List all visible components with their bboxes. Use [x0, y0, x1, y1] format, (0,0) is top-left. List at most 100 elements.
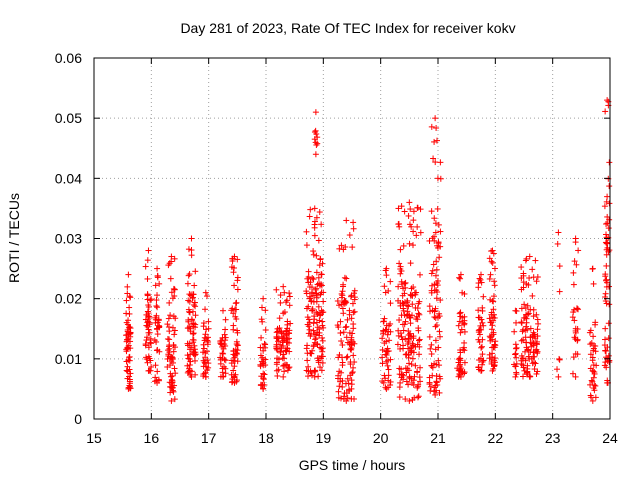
data-point — [339, 383, 346, 390]
data-point — [231, 354, 238, 361]
data-point — [343, 217, 350, 224]
data-point — [411, 373, 418, 380]
data-point — [260, 370, 267, 377]
data-point — [396, 371, 403, 378]
data-point — [219, 350, 226, 357]
data-point — [556, 356, 563, 363]
data-point — [351, 340, 358, 347]
data-point — [379, 346, 386, 353]
data-point — [191, 342, 198, 349]
data-point — [519, 373, 526, 380]
data-point — [305, 373, 312, 380]
data-point — [433, 137, 440, 144]
data-point — [587, 365, 594, 372]
data-point — [188, 252, 195, 259]
data-point — [427, 345, 434, 352]
data-point — [144, 296, 151, 303]
data-point — [127, 330, 134, 337]
data-point — [347, 346, 354, 353]
data-point — [432, 272, 439, 279]
data-point — [350, 219, 357, 226]
data-point — [492, 355, 499, 362]
data-point — [574, 351, 581, 358]
data-point — [311, 136, 318, 143]
data-point — [205, 325, 212, 332]
data-point — [167, 275, 174, 282]
data-point — [334, 322, 341, 329]
data-point — [337, 395, 344, 402]
data-point — [233, 299, 240, 306]
data-point — [457, 309, 464, 316]
data-point — [184, 352, 191, 359]
data-point — [340, 393, 347, 400]
x-tick-label: 16 — [144, 430, 160, 446]
data-point — [273, 286, 280, 293]
data-point — [381, 315, 388, 322]
data-point — [555, 373, 562, 380]
data-point — [284, 345, 291, 352]
data-point — [408, 292, 415, 299]
data-point — [280, 362, 287, 369]
data-point — [589, 354, 596, 361]
data-point — [344, 353, 351, 360]
data-point — [592, 321, 599, 328]
data-point — [127, 294, 134, 301]
data-point — [154, 274, 161, 281]
data-point — [432, 229, 439, 236]
data-point — [154, 304, 161, 311]
data-point — [145, 344, 152, 351]
data-point — [491, 344, 498, 351]
data-point — [403, 378, 410, 385]
data-point — [478, 367, 484, 374]
data-point — [490, 293, 497, 300]
data-point — [604, 220, 611, 227]
data-point — [415, 310, 422, 317]
data-point — [399, 336, 406, 343]
data-point — [480, 293, 487, 300]
data-point — [152, 314, 159, 321]
data-point — [591, 381, 598, 388]
data-point — [457, 357, 464, 364]
data-point — [191, 352, 198, 359]
y-tick-label: 0 — [74, 411, 82, 427]
data-point — [405, 338, 412, 345]
data-point — [490, 331, 497, 338]
data-point — [276, 325, 283, 332]
data-point — [277, 292, 284, 299]
data-point — [346, 311, 353, 318]
x-tick-label: 22 — [488, 430, 504, 446]
data-point — [318, 367, 325, 374]
data-point — [396, 223, 403, 230]
data-point — [404, 297, 411, 304]
data-point — [145, 353, 152, 360]
data-point — [411, 394, 418, 401]
data-point — [461, 290, 468, 297]
data-point — [221, 356, 228, 363]
data-point — [556, 263, 563, 270]
data-point — [338, 242, 345, 249]
data-point — [169, 295, 176, 302]
data-point — [433, 295, 440, 302]
data-point — [431, 308, 438, 315]
data-point — [406, 360, 413, 367]
data-point — [311, 221, 318, 228]
data-point — [349, 244, 356, 251]
data-point — [427, 383, 434, 390]
data-point — [518, 305, 525, 312]
data-point — [145, 310, 152, 317]
x-tick-label: 23 — [545, 430, 561, 446]
data-point — [309, 306, 316, 313]
data-point — [407, 206, 414, 213]
data-point — [400, 242, 407, 249]
data-point — [259, 318, 266, 325]
data-point — [401, 299, 408, 306]
data-point — [351, 296, 358, 303]
data-point — [168, 397, 175, 404]
data-point — [431, 138, 438, 145]
data-point — [154, 368, 161, 375]
data-point — [461, 328, 468, 335]
data-point — [489, 297, 496, 304]
data-point — [410, 333, 417, 340]
data-point — [529, 292, 536, 299]
data-point — [260, 295, 267, 302]
